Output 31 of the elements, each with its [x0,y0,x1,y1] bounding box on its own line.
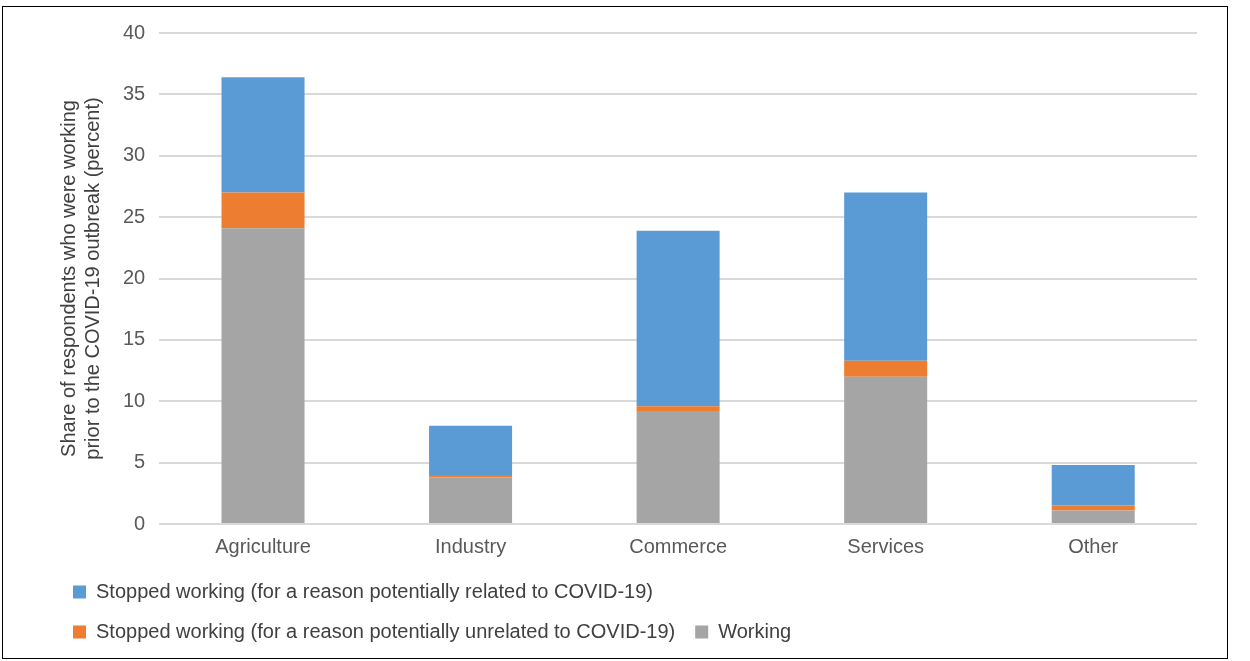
y-tick-label: 5 [134,450,146,473]
bar [636,406,720,412]
y-tick-label: 25 [123,204,146,227]
y-tick-label: 35 [123,81,146,104]
y-tick-label: 30 [123,143,146,166]
bar [636,411,720,523]
x-tick-label: Commerce [629,534,728,557]
y-tick-label: 15 [123,327,146,350]
x-tick-label: Agriculture [215,534,311,557]
bar [844,192,928,361]
y-tick-label: 10 [123,388,146,411]
y-tick-label: 20 [123,266,146,289]
bar [221,192,305,229]
legend-label: Stopped working (for a reason potentially unrelated to COVID-19) [96,619,676,642]
x-tick-label: Industry [434,534,507,557]
y-tick-label: 0 [134,511,146,534]
bar [221,77,305,193]
bar [429,477,513,523]
y-tick-label: 40 [123,20,146,43]
y-axis-title: Share of respondents who were working prior to the COVID-19 outbreak (percent) [56,97,103,460]
bar [844,360,928,377]
bar [429,425,513,475]
bar [1051,510,1135,523]
bar [636,230,720,407]
bar [1051,465,1135,506]
legend-label: Stopped working (for a reason potentially related to COVID-19) [96,579,653,602]
legend-label: Working [718,619,792,642]
x-tick-label: Other [1068,534,1119,557]
bar [221,228,305,523]
bar [844,376,928,523]
x-tick-label: Services [847,534,925,557]
